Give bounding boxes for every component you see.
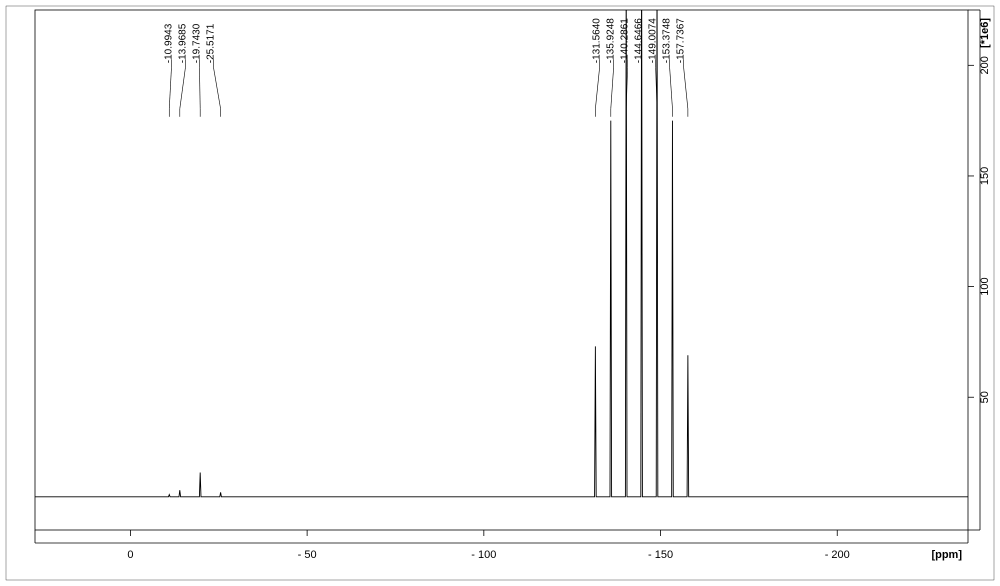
peak-label: -10.9943: [163, 23, 174, 63]
peak-label: -153.3748: [662, 18, 673, 63]
plot-area: [35, 10, 968, 530]
peak-label: -149.0074: [648, 18, 659, 63]
x-tick-label: - 50: [298, 549, 317, 561]
peak-label: -25.5171: [205, 23, 216, 63]
y-tick-label: 100: [979, 277, 991, 295]
peak-label: -157.7367: [676, 18, 687, 63]
nmr-spectrum: 0 - 50 - 100 - 150 - 200 [ppm] 50 100 150 200 [*1e…: [0, 0, 1000, 586]
peak-label: -140.2861: [620, 18, 631, 63]
peak-label: -13.9685: [177, 23, 188, 63]
x-axis-label: [ppm]: [931, 549, 962, 561]
x-tick-label: - 100: [471, 549, 496, 561]
x-tick-label: - 150: [648, 549, 673, 561]
x-tick-label: - 200: [825, 549, 850, 561]
peak-label: -135.9248: [606, 18, 617, 63]
y-tick-label: 200: [979, 56, 991, 74]
y-tick-label: 150: [979, 167, 991, 185]
peak-label: -131.5640: [592, 18, 603, 63]
x-tick-label: 0: [127, 549, 133, 561]
y-tick-label: 50: [979, 391, 991, 403]
peak-label: -19.7430: [191, 23, 202, 63]
y-axis-label: [*1e6]: [979, 18, 991, 48]
peak-label: -144.6466: [634, 18, 645, 63]
